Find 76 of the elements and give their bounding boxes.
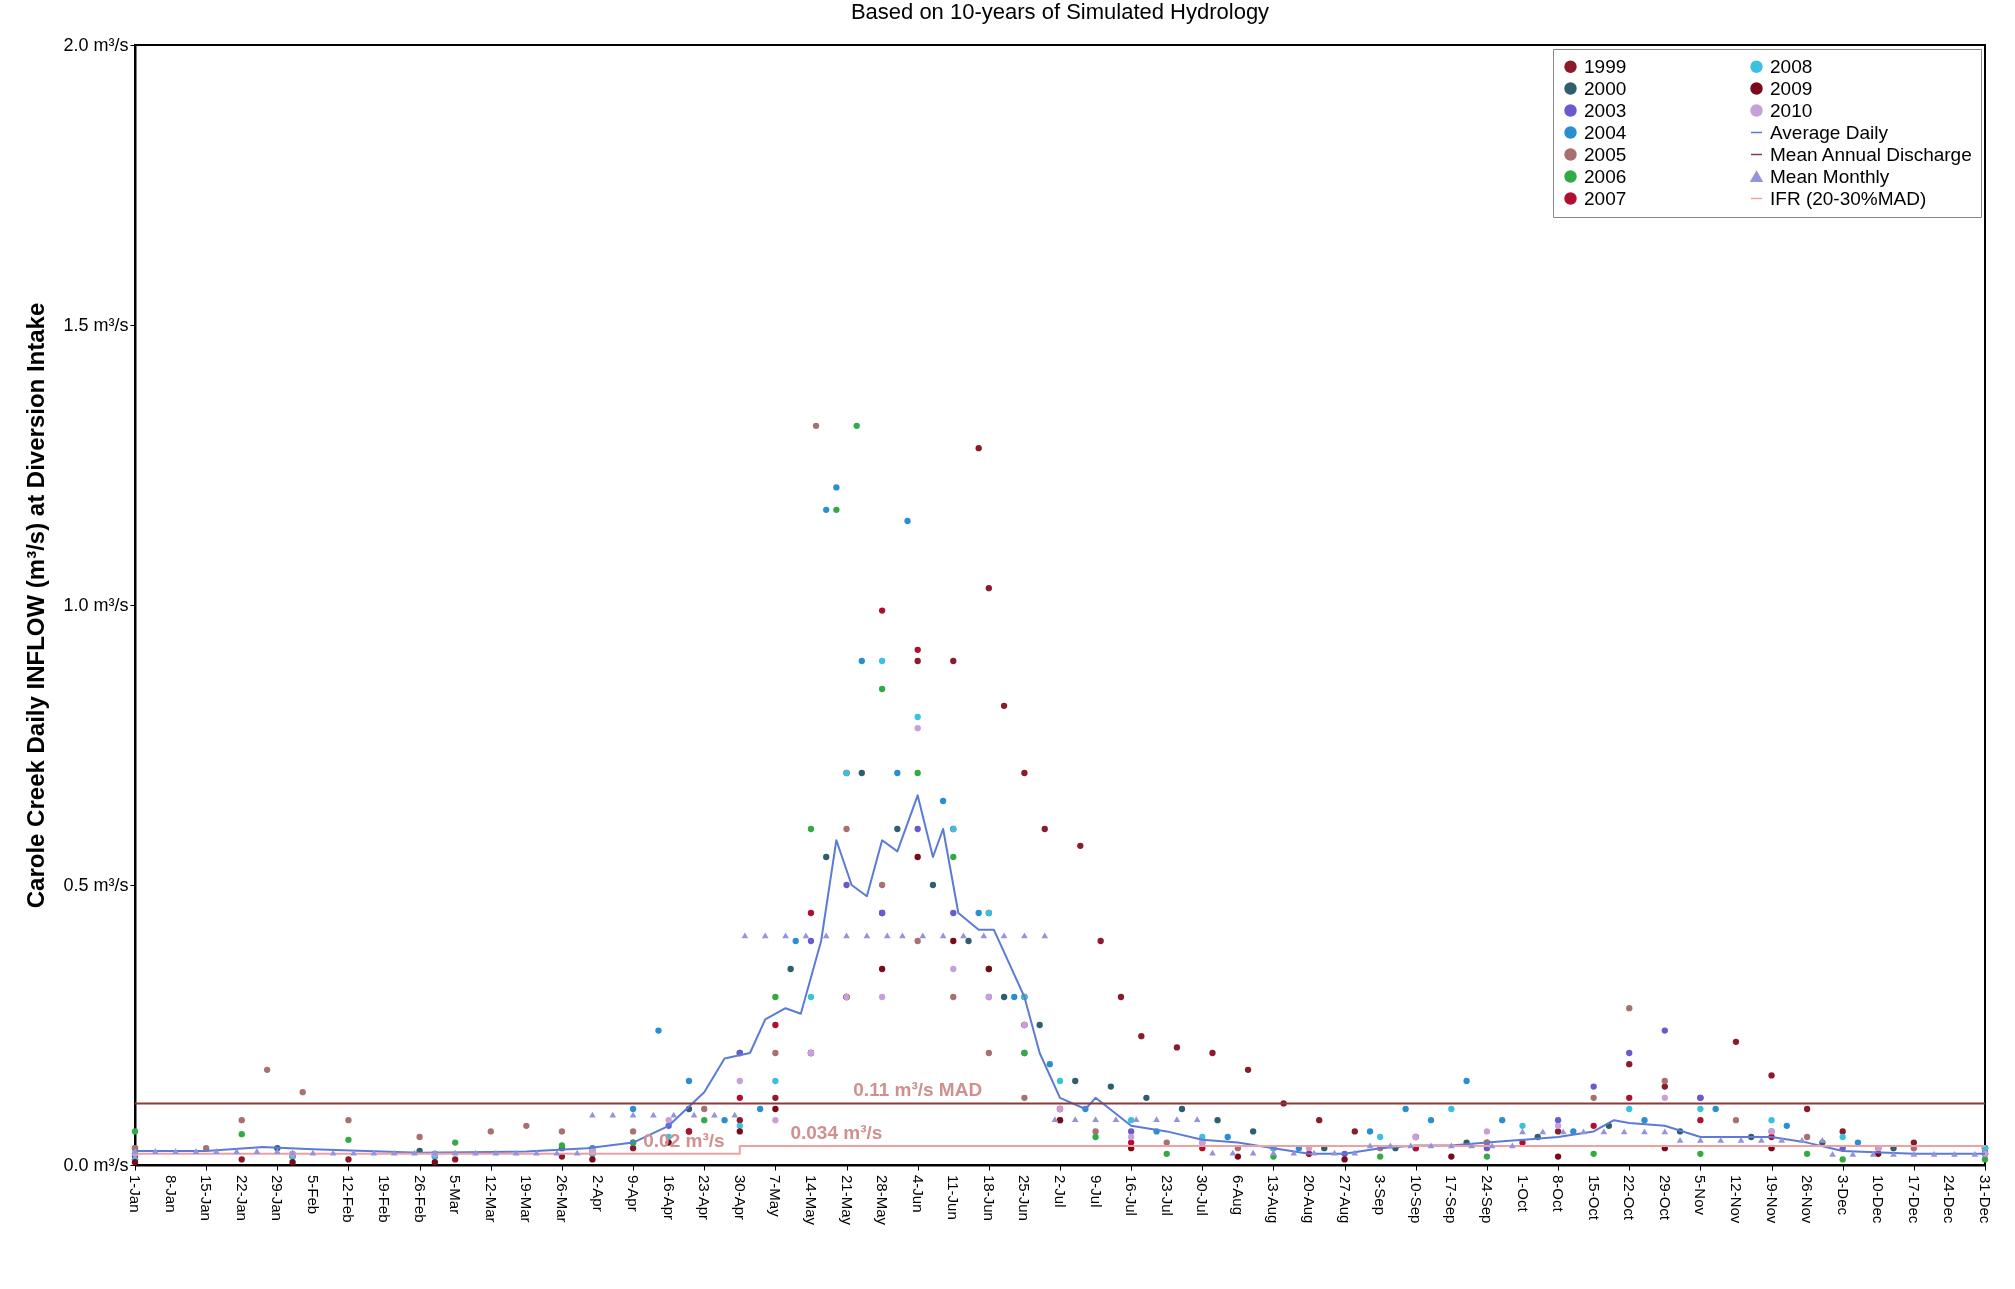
x-tick-label: 29-Oct: [1656, 1175, 1674, 1221]
x-tick-label: 5-Nov: [1692, 1175, 1710, 1216]
x-tick-label: 30-Apr: [731, 1175, 749, 1221]
x-tick-label: 28-May: [874, 1175, 892, 1226]
legend-label: 2003: [1584, 99, 1627, 121]
x-tick-label: 24-Dec: [1941, 1175, 1959, 1224]
legend-label: Mean Annual Discharge: [1770, 143, 1972, 165]
legend-label: 2009: [1770, 77, 1813, 99]
x-tick-label: 9-Apr: [625, 1175, 643, 1212]
x-tick-label: 16-Jul: [1123, 1175, 1141, 1216]
x-tick-label: 29-Jan: [269, 1175, 287, 1221]
legend-label: Average Daily: [1770, 121, 1889, 143]
x-tick-label: 4-Jun: [909, 1175, 927, 1213]
legend-label: Mean Monthly: [1770, 165, 1890, 187]
x-tick-label: 12-Nov: [1727, 1175, 1745, 1224]
x-tick-label: 17-Sep: [1443, 1175, 1461, 1224]
x-tick-label: 15-Jan: [198, 1175, 216, 1221]
x-tick-label: 6-Aug: [1229, 1175, 1247, 1216]
x-tick-label: 27-Aug: [1336, 1175, 1354, 1224]
x-tick-label: 21-May: [838, 1175, 856, 1226]
x-tick-label: 17-Dec: [1905, 1175, 1923, 1224]
x-tick-label: 31-Dec: [1977, 1175, 1994, 1224]
y-axis-title: Carole Creek Daily INFLOW (m³/s) at Diversion Intake: [22, 302, 50, 909]
x-tick-label: 2-Jul: [1052, 1175, 1069, 1208]
x-tick-label: 12-Mar: [482, 1175, 500, 1223]
y-tick-label: 1.0 m³/s: [63, 594, 129, 615]
x-tick-label: 8-Oct: [1550, 1175, 1568, 1213]
x-tick-label: 22-Oct: [1621, 1175, 1639, 1221]
legend-label: 2010: [1770, 99, 1813, 121]
legend-label: IFR (20-30%MAD): [1770, 187, 1927, 209]
y-tick-label: 2.0 m³/s: [63, 34, 129, 55]
x-tick-label: 30-Jul: [1194, 1175, 1212, 1216]
legend-label: 2008: [1770, 55, 1813, 77]
x-tick-label: 19-Mar: [518, 1175, 536, 1223]
x-tick-label: 26-Feb: [411, 1175, 429, 1223]
x-tick-label: 13-Aug: [1265, 1175, 1283, 1224]
annotation: 0.11 m³/s MAD: [853, 1079, 983, 1101]
x-tick-label: 22-Jan: [233, 1175, 251, 1221]
y-tick-label: 0.0 m³/s: [63, 1154, 129, 1175]
x-tick-label: 2-Apr: [589, 1175, 607, 1212]
x-tick-label: 26-Nov: [1799, 1175, 1817, 1224]
x-tick-label: 19-Feb: [376, 1175, 394, 1223]
x-tick-label: 24-Sep: [1478, 1175, 1496, 1224]
x-tick-label: 9-Jul: [1087, 1175, 1105, 1208]
x-tick-label: 20-Aug: [1301, 1175, 1319, 1224]
x-tick-label: 11-Jun: [945, 1175, 963, 1220]
y-tick-label: 0.5 m³/s: [63, 874, 129, 895]
annotation: 0.034 m³/s: [790, 1121, 883, 1143]
legend-label: 2004: [1584, 121, 1627, 143]
chart-title: Based on 10-years of Simulated Hydrology: [850, 0, 1270, 24]
x-tick-label: 10-Sep: [1407, 1175, 1425, 1224]
legend-label: 2006: [1584, 165, 1627, 187]
x-tick-label: 18-Jun: [980, 1175, 998, 1221]
legend-label: 2000: [1584, 77, 1627, 99]
legend-label: 1999: [1584, 55, 1627, 77]
x-tick-label: 16-Apr: [660, 1175, 678, 1221]
legend-label: 2007: [1584, 187, 1627, 209]
x-tick-label: 5-Mar: [447, 1175, 465, 1215]
y-tick-label: 1.5 m³/s: [63, 314, 129, 335]
x-tick-label: 1-Oct: [1514, 1175, 1532, 1213]
x-tick-label: 15-Oct: [1585, 1175, 1603, 1221]
x-tick-label: 8-Jan: [162, 1175, 180, 1213]
x-tick-label: 5-Feb: [304, 1175, 322, 1215]
x-tick-label: 10-Dec: [1870, 1175, 1888, 1224]
x-tick-label: 26-Mar: [553, 1175, 571, 1223]
x-tick-label: 7-May: [767, 1175, 785, 1218]
x-tick-label: 25-Jun: [1016, 1175, 1034, 1221]
x-tick-label: 23-Jul: [1158, 1175, 1176, 1216]
x-tick-label: 19-Nov: [1763, 1175, 1781, 1224]
legend-label: 2005: [1584, 143, 1627, 165]
x-tick-label: 14-May: [802, 1175, 820, 1226]
x-tick-label: 12-Feb: [340, 1175, 358, 1223]
x-tick-label: 23-Apr: [696, 1175, 714, 1221]
x-tick-label: 3-Dec: [1834, 1175, 1852, 1216]
x-tick-label: 3-Sep: [1372, 1175, 1390, 1216]
x-tick-label: 1-Jan: [127, 1175, 144, 1213]
